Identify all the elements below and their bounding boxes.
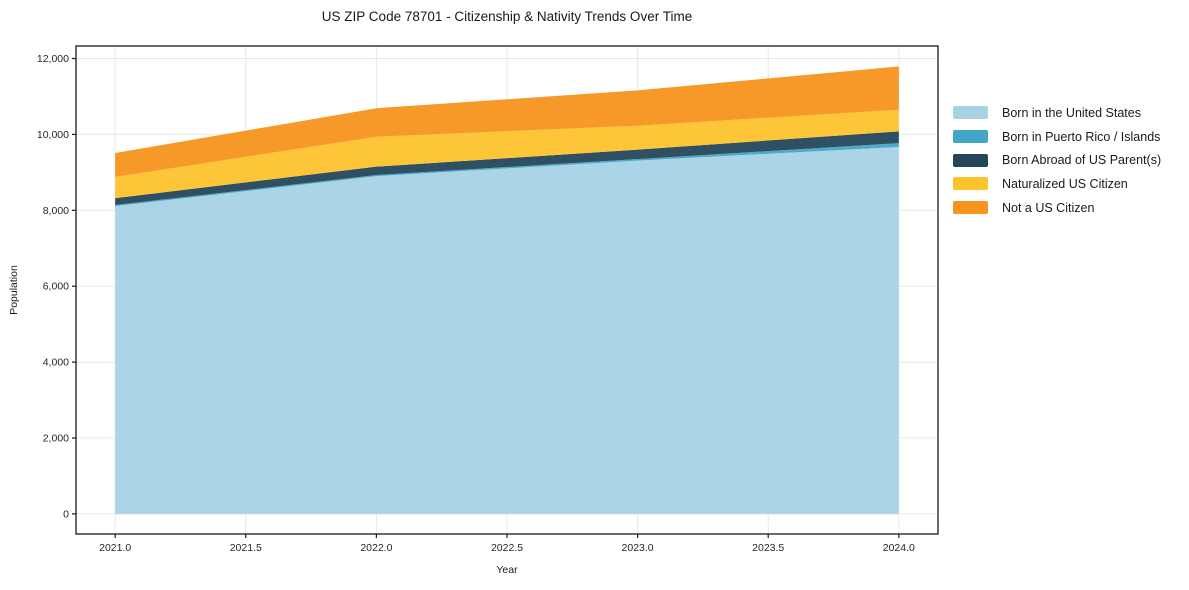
y-tick-label: 2,000: [43, 432, 69, 444]
x-tick-label: 2024.0: [883, 542, 915, 554]
y-tick-label: 8,000: [43, 205, 69, 217]
area-born-abroad-of-us-parent-s-: [115, 131, 899, 205]
legend-label: Born Abroad of US Parent(s): [1002, 153, 1162, 168]
legend-item: Born in Puerto Rico / Islands: [953, 125, 1161, 149]
y-tick-label: 4,000: [43, 357, 69, 369]
y-tick-label: 6,000: [43, 281, 69, 293]
x-axis-label: Year: [496, 564, 518, 576]
legend-swatch: [953, 177, 988, 191]
area-born-in-puerto-rico-islands: [115, 143, 899, 207]
x-tick-label: 2021.5: [230, 542, 262, 554]
legend-item: Naturalized US Citizen: [953, 172, 1161, 196]
legend-item: Born Abroad of US Parent(s): [953, 148, 1161, 172]
legend-item: Not a US Citizen: [953, 196, 1161, 220]
y-tick-label: 10,000: [37, 129, 69, 141]
x-tick-label: 2023.5: [752, 542, 784, 554]
chart-title: US ZIP Code 78701 - Citizenship & Nativi…: [321, 9, 693, 24]
y-tick-label: 12,000: [37, 53, 69, 65]
x-tick-label: 2023.0: [622, 542, 654, 554]
area-born-in-the-united-states: [115, 146, 899, 514]
area-naturalized-us-citizen: [115, 109, 899, 199]
legend-label: Not a US Citizen: [1002, 200, 1095, 215]
legend-label: Born in Puerto Rico / Islands: [1002, 129, 1161, 144]
legend-label: Born in the United States: [1002, 105, 1141, 120]
x-tick-label: 2022.0: [360, 542, 392, 554]
y-axis-label: Population: [8, 265, 20, 315]
legend-swatch: [953, 106, 988, 120]
legend-item: Born in the United States: [953, 101, 1161, 125]
legend-swatch: [953, 130, 988, 144]
x-tick-label: 2021.0: [99, 542, 131, 554]
x-tick-label: 2022.5: [491, 542, 523, 554]
legend-label: Naturalized US Citizen: [1002, 176, 1128, 191]
legend: Born in the United States Born in Puerto …: [953, 101, 1161, 219]
area-not-a-us-citizen: [115, 66, 899, 177]
legend-swatch: [953, 153, 988, 167]
legend-swatch: [953, 201, 988, 215]
y-tick-label: 0: [63, 508, 69, 520]
